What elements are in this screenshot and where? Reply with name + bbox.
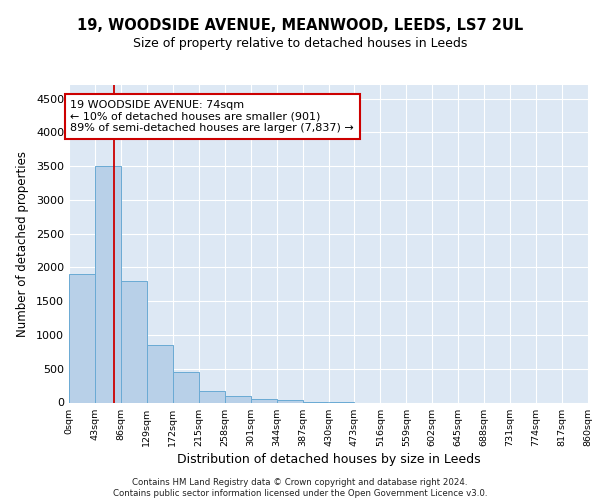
Bar [173, 372, 199, 402]
Text: Contains HM Land Registry data © Crown copyright and database right 2024.
Contai: Contains HM Land Registry data © Crown c… [113, 478, 487, 498]
Bar [95, 166, 121, 402]
Bar [121, 281, 147, 402]
Bar [277, 400, 302, 402]
Text: 19 WOODSIDE AVENUE: 74sqm
← 10% of detached houses are smaller (901)
89% of semi: 19 WOODSIDE AVENUE: 74sqm ← 10% of detac… [70, 100, 354, 133]
Bar [69, 274, 95, 402]
Bar [147, 345, 173, 403]
Y-axis label: Number of detached properties: Number of detached properties [16, 151, 29, 337]
X-axis label: Distribution of detached houses by size in Leeds: Distribution of detached houses by size … [176, 452, 481, 466]
Text: Size of property relative to detached houses in Leeds: Size of property relative to detached ho… [133, 38, 467, 51]
Bar [199, 390, 224, 402]
Text: 19, WOODSIDE AVENUE, MEANWOOD, LEEDS, LS7 2UL: 19, WOODSIDE AVENUE, MEANWOOD, LEEDS, LS… [77, 18, 523, 32]
Bar [251, 399, 277, 402]
Bar [224, 396, 251, 402]
